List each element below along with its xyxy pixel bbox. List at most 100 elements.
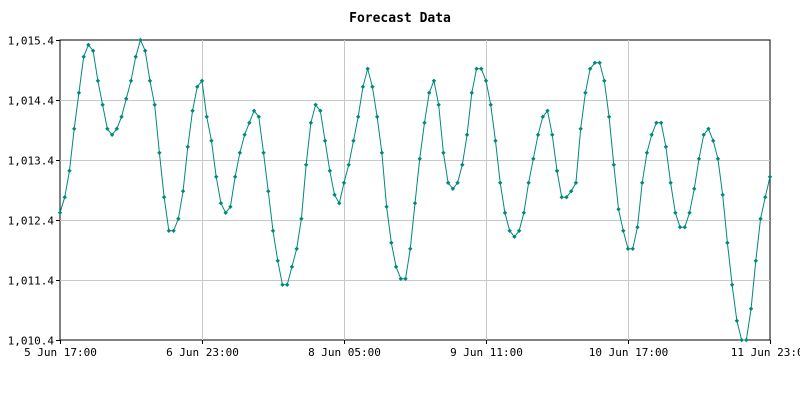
data-point	[95, 78, 101, 83]
data-point	[725, 240, 730, 245]
data-point	[341, 180, 347, 185]
data-point	[734, 318, 740, 323]
data-point	[455, 180, 460, 185]
data-point	[564, 195, 569, 200]
data-point	[214, 174, 219, 179]
data-point	[128, 78, 134, 83]
data-point	[483, 78, 489, 83]
data-point	[673, 210, 678, 215]
data-point	[72, 126, 77, 131]
data-point	[573, 180, 579, 185]
data-point	[57, 210, 63, 215]
x-tick-label: 5 Jun 17:00	[24, 346, 97, 359]
data-point	[498, 180, 503, 185]
data-point	[185, 144, 190, 149]
data-point	[124, 96, 129, 101]
data-point	[502, 210, 508, 215]
data-point	[630, 246, 635, 251]
x-tick-label: 6 Jun 23:00	[166, 346, 239, 359]
data-point	[696, 156, 702, 161]
data-point	[554, 168, 560, 173]
data-point	[152, 102, 157, 107]
data-point	[76, 90, 82, 95]
x-tick-label: 8 Jun 05:00	[308, 346, 381, 359]
data-point	[275, 258, 280, 263]
data-point	[346, 162, 351, 167]
data-point	[649, 132, 654, 137]
x-tick-label: 9 Jun 11:00	[450, 346, 523, 359]
data-point	[583, 90, 588, 95]
data-point	[285, 282, 290, 287]
data-point	[176, 216, 181, 221]
data-point	[635, 225, 640, 230]
data-point	[469, 90, 474, 95]
data-point	[261, 150, 266, 155]
data-point	[436, 102, 441, 107]
data-point	[479, 66, 484, 71]
data-point	[81, 54, 86, 59]
data-point	[251, 108, 257, 113]
y-tick-label: 1,012.4	[8, 215, 55, 228]
data-point	[720, 192, 725, 197]
data-point	[322, 138, 328, 143]
data-point	[640, 180, 645, 185]
y-tick-label: 1,013.4	[8, 155, 55, 168]
x-tick-label: 11 Jun 23:00	[731, 346, 800, 359]
data-point	[223, 210, 228, 215]
data-point	[389, 240, 394, 245]
data-point	[393, 264, 399, 269]
data-point	[474, 66, 479, 71]
data-point	[67, 168, 72, 173]
data-point	[157, 150, 162, 155]
data-point	[351, 138, 356, 143]
data-point	[545, 108, 550, 113]
data-point	[460, 162, 465, 167]
data-point	[332, 192, 337, 197]
data-point	[706, 126, 711, 131]
data-point	[370, 84, 375, 89]
data-point	[356, 114, 361, 119]
data-point	[143, 48, 148, 53]
data-point	[677, 225, 683, 230]
y-tick-label: 1,010.4	[8, 335, 55, 348]
chart-title: Forecast Data	[349, 11, 451, 26]
data-point	[289, 264, 295, 269]
data-point	[516, 228, 522, 233]
data-point	[190, 108, 195, 113]
data-point	[374, 114, 380, 119]
y-tick-label: 1,014.4	[8, 95, 55, 108]
data-point	[422, 120, 427, 125]
data-point	[90, 48, 96, 53]
data-point	[365, 66, 370, 71]
data-point	[247, 120, 252, 125]
data-point	[199, 78, 205, 83]
data-point	[540, 114, 545, 119]
data-point	[294, 246, 299, 251]
x-axis: 5 Jun 17:00 6 Jun 23:00 8 Jun 05:00 9 Jun 1…	[24, 340, 800, 359]
data-point	[692, 186, 697, 191]
data-point	[403, 276, 408, 281]
data-point	[412, 201, 418, 206]
y-tick-label: 1,015.4	[8, 35, 55, 48]
data-point	[417, 156, 422, 161]
data-point	[180, 189, 186, 194]
data-point	[488, 102, 493, 107]
data-point	[86, 42, 91, 47]
data-point	[384, 204, 389, 209]
data-point	[578, 126, 583, 131]
x-tick-label: 10 Jun 17:00	[589, 346, 668, 359]
data-point	[209, 138, 214, 143]
data-point	[512, 234, 517, 239]
data-point	[431, 78, 437, 83]
data-point	[204, 114, 209, 119]
data-point	[521, 210, 527, 215]
data-point	[526, 180, 531, 185]
data-point	[109, 132, 115, 137]
data-point	[763, 195, 768, 200]
data-point	[616, 207, 621, 212]
data-point	[119, 114, 124, 119]
data-point	[133, 54, 138, 59]
data-point	[360, 84, 366, 89]
data-point	[166, 228, 172, 233]
